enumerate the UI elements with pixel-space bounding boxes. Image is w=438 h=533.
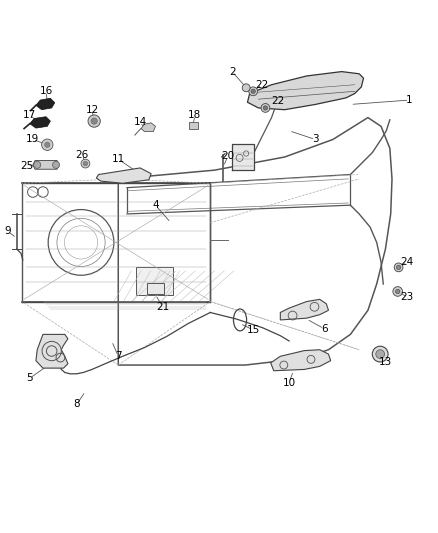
Text: 13: 13 xyxy=(379,357,392,367)
Text: 8: 8 xyxy=(73,399,80,409)
Circle shape xyxy=(376,350,385,359)
Polygon shape xyxy=(96,168,151,183)
Text: 21: 21 xyxy=(156,302,170,312)
Text: 20: 20 xyxy=(221,151,234,161)
Text: 22: 22 xyxy=(255,80,268,90)
Polygon shape xyxy=(33,160,59,169)
Polygon shape xyxy=(36,98,55,110)
Circle shape xyxy=(83,161,88,166)
Polygon shape xyxy=(36,334,68,368)
Polygon shape xyxy=(30,117,50,128)
Circle shape xyxy=(263,106,268,110)
Circle shape xyxy=(81,159,90,168)
Polygon shape xyxy=(136,266,173,295)
Circle shape xyxy=(261,103,270,112)
Text: 10: 10 xyxy=(283,377,296,387)
Polygon shape xyxy=(247,71,364,110)
Text: 23: 23 xyxy=(401,292,414,302)
Text: 16: 16 xyxy=(39,86,53,96)
Circle shape xyxy=(42,139,53,150)
Circle shape xyxy=(249,87,258,96)
Text: 24: 24 xyxy=(401,257,414,267)
Polygon shape xyxy=(271,350,331,371)
Text: 19: 19 xyxy=(26,134,39,144)
Circle shape xyxy=(396,265,401,270)
Text: 2: 2 xyxy=(229,67,236,77)
Circle shape xyxy=(251,89,255,93)
Text: 6: 6 xyxy=(321,324,328,334)
Circle shape xyxy=(242,84,250,92)
Circle shape xyxy=(396,289,400,294)
Text: 9: 9 xyxy=(4,227,11,237)
Text: 12: 12 xyxy=(85,104,99,115)
Text: 3: 3 xyxy=(312,134,319,144)
Text: 4: 4 xyxy=(152,200,159,210)
Polygon shape xyxy=(232,144,254,170)
Text: 15: 15 xyxy=(247,325,260,335)
Text: 5: 5 xyxy=(26,373,33,383)
Circle shape xyxy=(91,118,97,124)
Text: 1: 1 xyxy=(406,95,413,105)
Text: 25: 25 xyxy=(21,161,34,171)
Polygon shape xyxy=(141,123,155,132)
Circle shape xyxy=(53,161,60,168)
Text: 7: 7 xyxy=(115,351,122,361)
Polygon shape xyxy=(189,122,198,128)
Text: 18: 18 xyxy=(188,110,201,120)
Circle shape xyxy=(88,115,100,127)
Text: 26: 26 xyxy=(76,150,89,160)
Text: 11: 11 xyxy=(112,154,125,164)
Circle shape xyxy=(394,263,403,272)
Circle shape xyxy=(372,346,388,362)
Circle shape xyxy=(45,142,50,147)
Polygon shape xyxy=(280,300,328,320)
Polygon shape xyxy=(147,283,164,294)
Circle shape xyxy=(393,287,403,296)
Text: 17: 17 xyxy=(23,110,36,120)
Circle shape xyxy=(34,161,41,168)
Text: 14: 14 xyxy=(134,117,147,127)
Text: 22: 22 xyxy=(272,96,285,106)
